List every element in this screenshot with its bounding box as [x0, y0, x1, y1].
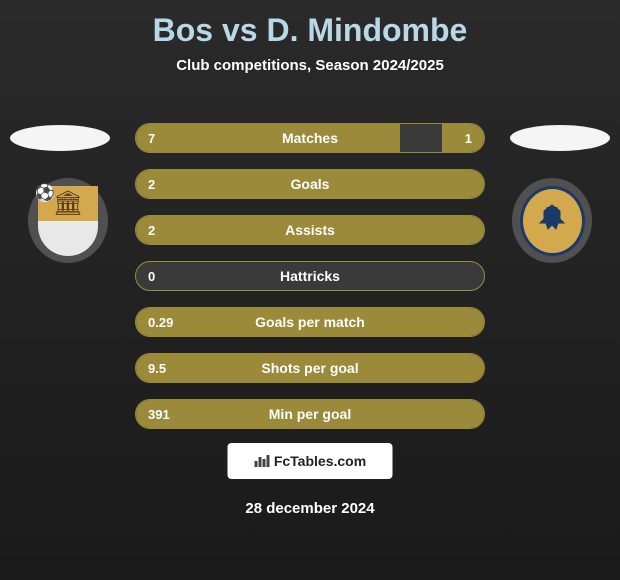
- brand-logo[interactable]: FcTables.com: [228, 443, 393, 479]
- stat-bar: Shots per goal9.5: [135, 353, 485, 383]
- stat-label: Matches: [136, 124, 484, 152]
- stat-bar: Goals2: [135, 169, 485, 199]
- stat-label: Goals: [136, 170, 484, 198]
- eagle-icon: [532, 197, 572, 245]
- stat-value-left: 2: [148, 216, 155, 244]
- stat-label: Min per goal: [136, 400, 484, 428]
- shield-right: [520, 186, 585, 256]
- stat-label: Assists: [136, 216, 484, 244]
- stat-bar: Assists2: [135, 215, 485, 245]
- comparison-title: Bos vs D. Mindombe: [0, 0, 620, 49]
- stat-label: Hattricks: [136, 262, 484, 290]
- player2-name: D. Mindombe: [266, 12, 467, 48]
- castle-icon: 🏛: [53, 189, 83, 218]
- club-badge-right: [512, 178, 592, 263]
- stat-bar: Goals per match0.29: [135, 307, 485, 337]
- stat-value-left: 7: [148, 124, 155, 152]
- club-badge-left: ⚽ 🏛: [28, 178, 108, 263]
- badge-circle-right: [512, 178, 592, 263]
- stat-value-left: 0.29: [148, 308, 173, 336]
- chart-icon: [254, 453, 270, 470]
- ball-icon: ⚽: [36, 184, 54, 202]
- stat-value-left: 0: [148, 262, 155, 290]
- stat-value-right: 1: [465, 124, 472, 152]
- stat-bar: Min per goal391: [135, 399, 485, 429]
- oval-right: [510, 125, 610, 151]
- vs-text: vs: [222, 12, 258, 48]
- stat-label: Shots per goal: [136, 354, 484, 382]
- shield-left: ⚽ 🏛: [38, 186, 98, 256]
- stat-value-left: 2: [148, 170, 155, 198]
- footer-date: 28 december 2024: [0, 500, 620, 517]
- stats-container: Matches71Goals2Assists2Hattricks0Goals p…: [135, 123, 485, 445]
- subtitle: Club competitions, Season 2024/2025: [0, 57, 620, 74]
- stat-value-left: 391: [148, 400, 170, 428]
- player1-name: Bos: [153, 12, 213, 48]
- shield-left-bottom: [38, 221, 98, 256]
- brand-text: FcTables.com: [274, 453, 366, 469]
- stat-bar: Hattricks0: [135, 261, 485, 291]
- stat-bar: Matches7 1: [135, 123, 485, 153]
- badge-circle-left: ⚽ 🏛: [28, 178, 108, 263]
- oval-left: [10, 125, 110, 151]
- stat-value-left: 9.5: [148, 354, 166, 382]
- stat-label: Goals per match: [136, 308, 484, 336]
